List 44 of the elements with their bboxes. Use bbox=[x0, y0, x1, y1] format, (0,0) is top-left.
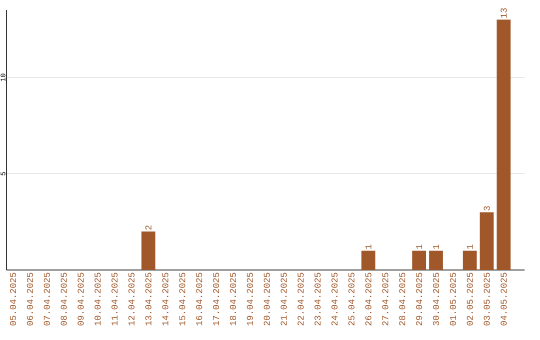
bar bbox=[412, 250, 426, 270]
x-tick-label: 10.04.2025 bbox=[94, 272, 101, 326]
data-label: 13 bbox=[500, 8, 507, 18]
x-tick-label: 13.04.2025 bbox=[145, 272, 152, 326]
data-label: 1 bbox=[365, 244, 372, 249]
data-label: 2 bbox=[145, 226, 152, 230]
x-tick-label: 25.04.2025 bbox=[348, 272, 354, 326]
x-tick-label: 23.04.2025 bbox=[314, 272, 321, 326]
bar bbox=[361, 250, 376, 270]
x-tick-label: 15.04.2025 bbox=[179, 272, 186, 326]
x-tick-label: 16.04.2025 bbox=[196, 272, 202, 326]
x-tick-label: 05.04.2025 bbox=[10, 272, 16, 326]
x-tick-label: 02.05.2025 bbox=[466, 272, 473, 326]
x-tick-label: 24.04.2025 bbox=[331, 272, 338, 326]
x-tick-label: 08.04.2025 bbox=[60, 272, 67, 326]
x-tick-label: 01.05.2025 bbox=[450, 272, 456, 326]
x-tick-label: 09.04.2025 bbox=[78, 272, 84, 326]
data-label: 1 bbox=[416, 244, 422, 249]
x-tick-label: 27.04.2025 bbox=[382, 272, 388, 326]
x-tick-label: 22.04.2025 bbox=[298, 272, 304, 326]
bar bbox=[480, 212, 494, 270]
bar bbox=[496, 20, 511, 270]
data-label: 3 bbox=[484, 206, 490, 210]
x-tick-label: 14.04.2025 bbox=[162, 272, 168, 326]
x-tick-label: 19.04.2025 bbox=[246, 272, 253, 326]
x-tick-label: 26.04.2025 bbox=[365, 272, 372, 326]
bar bbox=[462, 250, 477, 270]
x-tick-label: 12.04.2025 bbox=[128, 272, 134, 326]
x-tick-label: 06.04.2025 bbox=[26, 272, 33, 326]
x-tick-label: 07.04.2025 bbox=[44, 272, 50, 326]
data-label: 1 bbox=[433, 244, 439, 249]
x-tick-label: 04.05.2025 bbox=[500, 272, 507, 326]
x-tick-label: 17.04.2025 bbox=[212, 272, 220, 326]
x-tick-label: 20.04.2025 bbox=[264, 272, 270, 326]
bar bbox=[429, 250, 443, 270]
x-tick-label: 28.04.2025 bbox=[399, 272, 406, 326]
x-tick-label: 30.04.2025 bbox=[432, 272, 440, 326]
x-tick-label: 18.04.2025 bbox=[230, 272, 236, 326]
x-tick-label: 29.04.2025 bbox=[416, 272, 422, 326]
bar bbox=[141, 231, 156, 270]
data-label: 1 bbox=[466, 244, 473, 249]
x-tick-label: 21.04.2025 bbox=[280, 272, 287, 326]
x-tick-label: 03.05.2025 bbox=[484, 272, 490, 326]
x-tick-label: 11.04.2025 bbox=[111, 272, 118, 326]
